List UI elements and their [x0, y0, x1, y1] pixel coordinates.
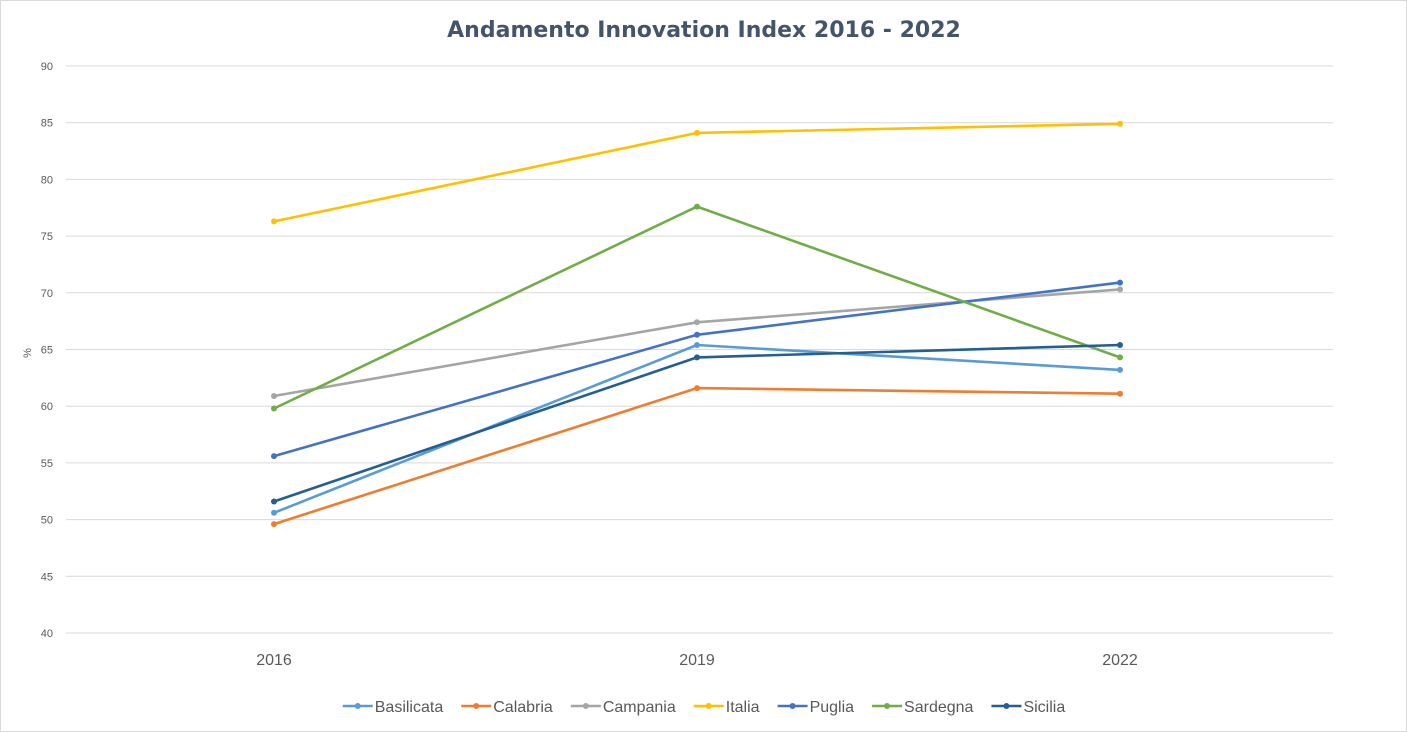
legend-marker-dot — [583, 703, 589, 709]
legend-label: Campania — [603, 699, 676, 716]
data-point — [1117, 367, 1123, 373]
y-axis-label: % — [22, 348, 34, 358]
series-line — [274, 207, 1120, 409]
data-point — [694, 319, 700, 325]
data-point — [271, 406, 277, 412]
y-tick-label: 40 — [41, 628, 53, 640]
legend-item-basilicata: Basilicata — [343, 699, 444, 716]
legend-label: Puglia — [810, 699, 855, 716]
data-point — [271, 453, 277, 459]
y-tick-label: 85 — [41, 118, 53, 130]
line-chart: Andamento Innovation Index 2016 - 2022 4… — [1, 1, 1406, 731]
data-point — [694, 332, 700, 338]
data-point — [1117, 354, 1123, 360]
series-line — [274, 345, 1120, 513]
y-tick-label: 80 — [41, 174, 53, 186]
legend: Basilicata Calabria Campania Italia Puglia Sa… — [343, 699, 1066, 716]
legend-label: Sardegna — [904, 699, 973, 716]
y-tick-label: 75 — [41, 231, 53, 243]
legend-marker-dot — [790, 703, 796, 709]
x-tick-label: 2019 — [679, 652, 715, 669]
legend-marker-dot — [355, 703, 361, 709]
series-lines — [271, 121, 1123, 527]
legend-marker-dot — [473, 703, 479, 709]
y-tick-label: 65 — [41, 345, 53, 357]
series-line — [274, 388, 1120, 524]
data-point — [1117, 342, 1123, 348]
data-point — [694, 342, 700, 348]
data-point — [271, 510, 277, 516]
x-tick-label: 2022 — [1102, 652, 1138, 669]
data-point — [1117, 286, 1123, 292]
legend-label: Basilicata — [375, 699, 444, 716]
legend-item-campania: Campania — [571, 699, 676, 716]
y-tick-label: 70 — [41, 288, 53, 300]
legend-label: Sicilia — [1023, 699, 1065, 716]
data-point — [694, 130, 700, 136]
x-axis-ticks: 2016 2019 2022 — [256, 652, 1138, 669]
series-line — [274, 345, 1120, 502]
chart-title: Andamento Innovation Index 2016 - 2022 — [447, 18, 961, 43]
data-point — [271, 499, 277, 505]
data-point — [1117, 121, 1123, 127]
series-sicilia — [271, 342, 1123, 505]
data-point — [271, 393, 277, 399]
legend-marker-dot — [884, 703, 890, 709]
data-point — [694, 354, 700, 360]
y-tick-label: 90 — [41, 61, 53, 73]
series-basilicata — [271, 342, 1123, 516]
series-sardegna — [271, 204, 1123, 412]
data-point — [271, 521, 277, 527]
series-line — [274, 283, 1120, 457]
legend-item-sardegna: Sardegna — [872, 699, 973, 716]
legend-item-italia: Italia — [694, 699, 760, 716]
legend-label: Calabria — [493, 699, 553, 716]
legend-marker-dot — [1003, 703, 1009, 709]
data-point — [694, 204, 700, 210]
y-tick-label: 50 — [41, 515, 53, 527]
legend-marker-dot — [706, 703, 712, 709]
data-point — [1117, 391, 1123, 397]
data-point — [271, 218, 277, 224]
y-tick-label: 45 — [41, 571, 53, 583]
y-axis-ticks: 40 45 50 55 60 65 70 75 80 85 90 — [41, 61, 53, 640]
y-tick-label: 55 — [41, 458, 53, 470]
y-tick-label: 60 — [41, 401, 53, 413]
chart-container: Andamento Innovation Index 2016 - 2022 4… — [0, 0, 1407, 732]
series-puglia — [271, 280, 1123, 460]
legend-item-calabria: Calabria — [461, 699, 553, 716]
legend-item-sicilia: Sicilia — [991, 699, 1065, 716]
x-tick-label: 2016 — [256, 652, 292, 669]
data-point — [1117, 280, 1123, 286]
legend-item-puglia: Puglia — [778, 699, 855, 716]
gridlines — [66, 66, 1333, 633]
legend-label: Italia — [726, 699, 760, 716]
data-point — [694, 385, 700, 391]
